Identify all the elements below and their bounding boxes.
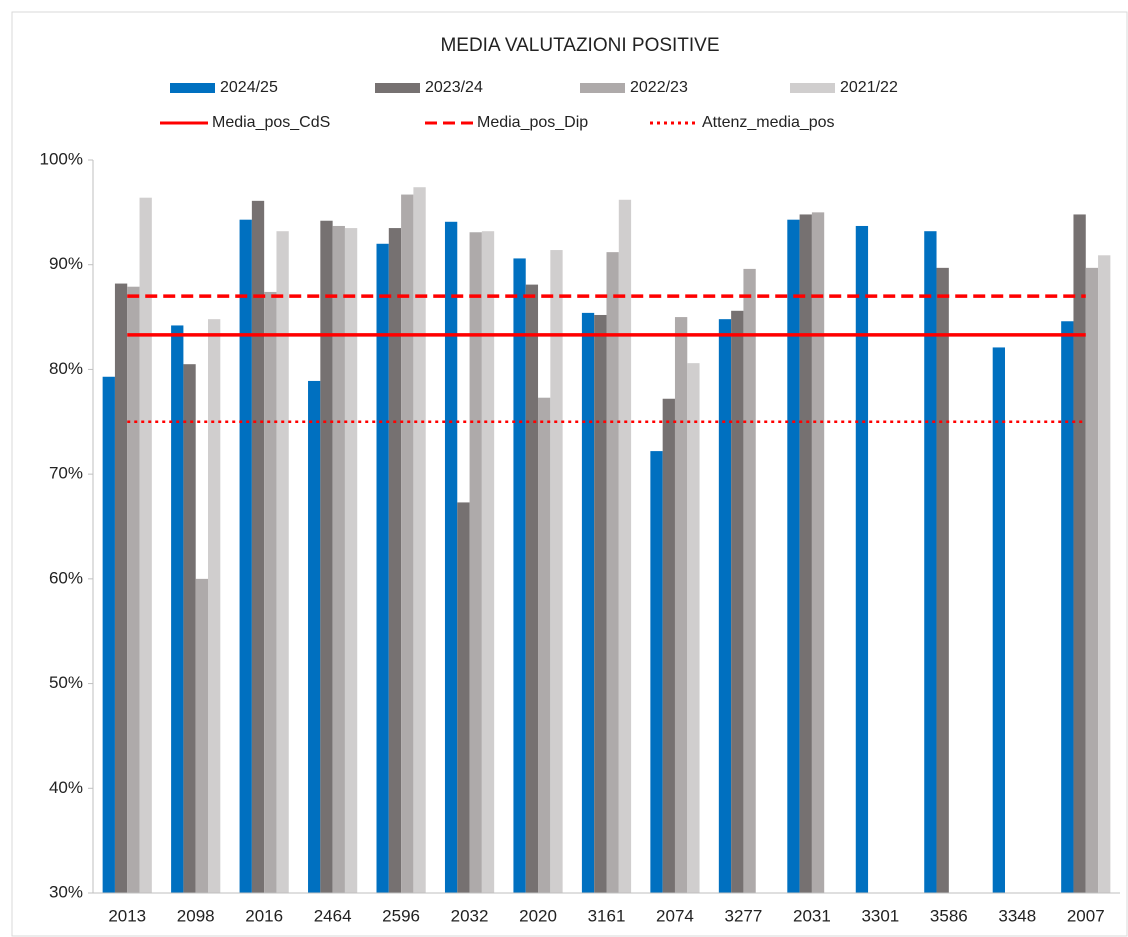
bar [855, 225, 869, 894]
bar [743, 268, 756, 894]
x-tick-label: 3348 [998, 906, 1036, 925]
bar [444, 221, 458, 893]
legend-swatch [580, 83, 625, 93]
x-tick-label: 2032 [451, 906, 489, 925]
bar [332, 225, 345, 894]
bar [936, 267, 949, 893]
y-tick-label: 90% [49, 254, 83, 273]
bar [469, 232, 482, 893]
bar [239, 219, 252, 894]
y-tick-label: 60% [49, 568, 83, 587]
bar [183, 364, 196, 893]
bar [811, 212, 825, 893]
x-tick-label: 2031 [793, 906, 831, 925]
y-tick-label: 80% [49, 359, 83, 378]
bar [799, 214, 812, 894]
bar [264, 291, 277, 893]
bar [1098, 255, 1111, 894]
bar [718, 319, 732, 893]
x-tick-label: 2074 [656, 906, 694, 925]
x-tick-label: 2020 [519, 906, 557, 925]
legend-label: Media_pos_Dip [477, 114, 588, 131]
bar [308, 380, 321, 893]
bar [276, 231, 289, 894]
bar [538, 397, 551, 893]
bar [251, 200, 265, 894]
x-tick-label: 2464 [314, 906, 352, 925]
y-tick-label: 50% [49, 673, 83, 692]
x-tick-label: 2016 [245, 906, 283, 925]
bar [992, 347, 1005, 893]
legend-swatch [790, 83, 835, 93]
bar [1085, 267, 1099, 893]
bar [525, 284, 539, 893]
bar [139, 197, 152, 893]
x-tick-label: 3277 [725, 906, 763, 925]
y-tick-label: 70% [49, 464, 83, 483]
bar [344, 228, 358, 894]
bar [924, 231, 937, 894]
bar [662, 398, 675, 893]
bar [171, 325, 184, 893]
legend-label: Attenz_media_pos [702, 114, 835, 131]
x-tick-label: 3586 [930, 906, 968, 925]
legend-label: 2023/24 [425, 79, 483, 96]
bar [127, 286, 140, 893]
bar [1073, 214, 1086, 894]
bar [195, 578, 208, 893]
bar [320, 220, 333, 894]
legend-swatch [375, 83, 420, 93]
bar [413, 187, 426, 893]
bar [376, 243, 389, 893]
bar [594, 314, 607, 893]
legend-label: 2021/22 [840, 79, 898, 96]
x-tick-label: 2007 [1067, 906, 1105, 925]
bar [787, 219, 800, 894]
bar [731, 310, 744, 893]
legend-label: Media_pos_CdS [212, 114, 330, 131]
bar [687, 363, 700, 893]
bar [388, 228, 402, 894]
bar [401, 194, 414, 893]
x-tick-label: 3301 [861, 906, 899, 925]
bar [606, 252, 619, 894]
bar [457, 502, 470, 893]
legend-label: 2022/23 [630, 79, 688, 96]
x-tick-label: 2013 [108, 906, 146, 925]
y-tick-label: 30% [49, 882, 83, 901]
bar [650, 451, 663, 893]
bar [513, 258, 526, 894]
x-tick-label: 2596 [382, 906, 420, 925]
x-tick-label: 3161 [588, 906, 626, 925]
x-tick-label: 2098 [177, 906, 215, 925]
bar [114, 283, 128, 893]
bar [581, 312, 595, 894]
bar [481, 231, 495, 894]
bar [618, 199, 632, 893]
legend-label: 2024/25 [220, 79, 278, 96]
bar [1061, 321, 1074, 893]
bar [208, 319, 221, 893]
legend-swatch [170, 83, 215, 93]
bar [102, 376, 115, 894]
y-tick-label: 40% [49, 778, 83, 797]
y-tick-label: 100% [40, 149, 83, 168]
bar [550, 250, 563, 893]
chart-title: MEDIA VALUTAZIONI POSITIVE [440, 35, 719, 56]
bar [674, 317, 688, 894]
